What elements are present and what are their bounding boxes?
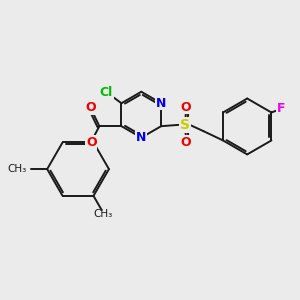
Text: CH₃: CH₃ [7,164,26,174]
Text: N: N [136,131,146,144]
Text: O: O [181,136,191,149]
Text: O: O [85,101,96,114]
Text: CH₃: CH₃ [93,209,113,219]
Text: O: O [181,100,191,113]
Text: N: N [156,97,166,110]
Text: Cl: Cl [100,85,113,98]
Text: F: F [277,103,285,116]
Text: S: S [180,118,190,132]
Text: O: O [86,136,97,149]
